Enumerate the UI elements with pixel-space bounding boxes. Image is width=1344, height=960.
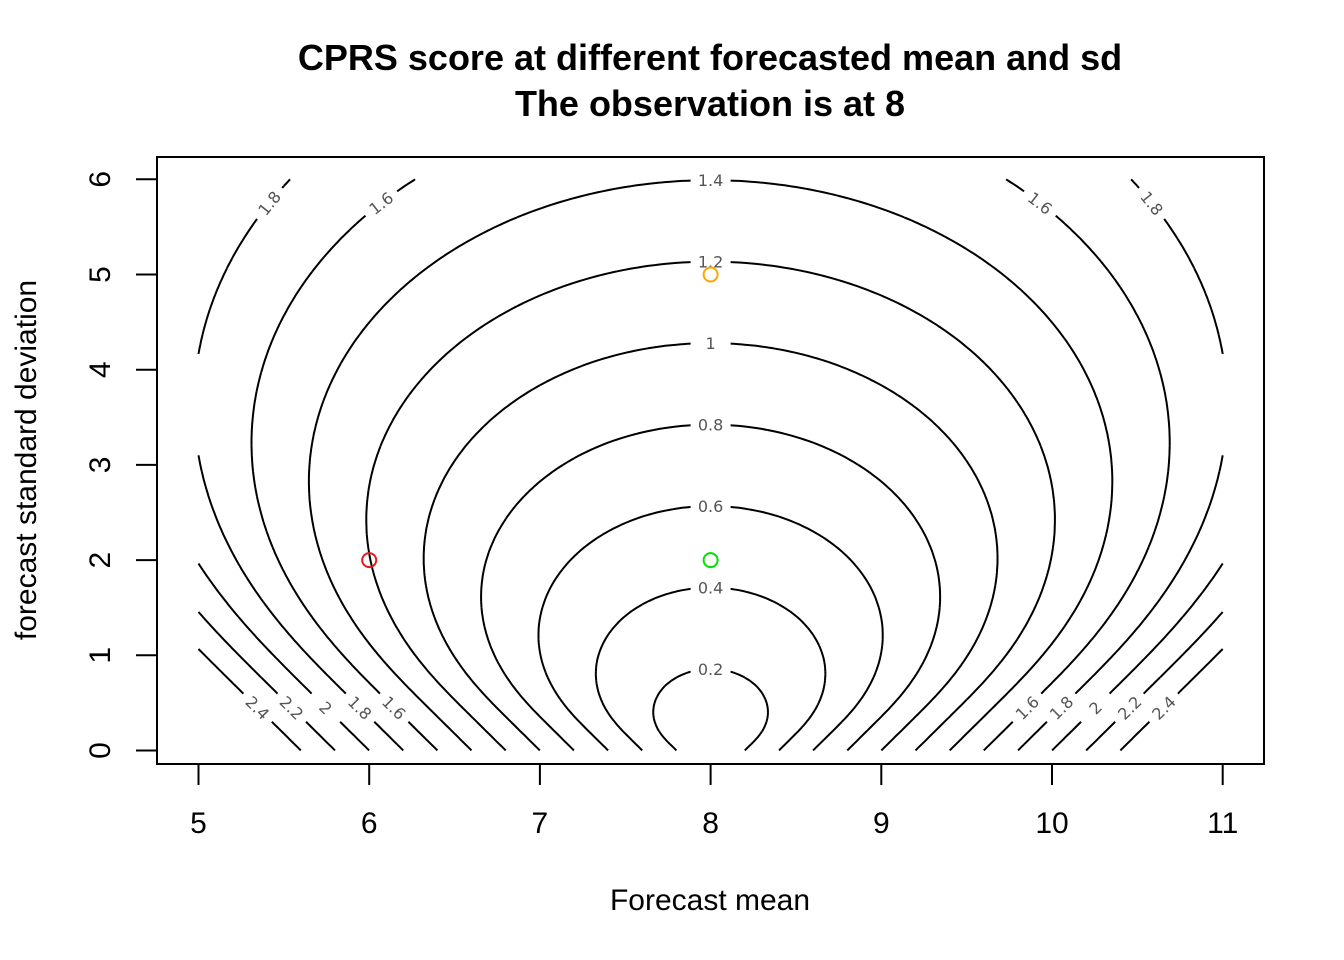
- chart-subtitle: The observation is at 8: [515, 83, 905, 124]
- contour-label-bg: [690, 577, 731, 598]
- contour-label-0-6: 0.6: [698, 497, 723, 516]
- y-tick-label: 4: [84, 361, 117, 378]
- x-axis: 5 6 7 8 9 10 11: [190, 763, 1238, 840]
- contour-label-bg: [372, 686, 416, 729]
- x-tick-label: 11: [1207, 807, 1238, 840]
- contour-label-bg: [690, 496, 731, 517]
- contour-line-1-2: [365, 260, 1056, 752]
- point-marker-2: [702, 552, 719, 569]
- y-tick-label: 0: [84, 742, 117, 759]
- chart-title: CPRS score at different forecasted mean …: [298, 37, 1122, 78]
- point-marker-3: [702, 266, 719, 283]
- x-tick-label: 6: [361, 807, 378, 840]
- contour-line-0-4: [594, 586, 827, 752]
- contour-label-1-4: 1.4: [698, 171, 723, 190]
- contour-label-1: 1: [706, 334, 716, 353]
- contour-labels: 0.20.40.60.811.21.41.6 1.61.6 1.61.8 1.81.8…: [236, 170, 1185, 729]
- contour-label-bg: [359, 182, 403, 224]
- x-tick-label: 10: [1035, 807, 1068, 840]
- x-axis-label: Forecast mean: [610, 884, 810, 917]
- y-tick-label: 6: [84, 171, 117, 188]
- contour-label-bg: [1039, 686, 1083, 729]
- contour-label-bg: [1131, 181, 1173, 225]
- contour-label-0-8: 0.8: [698, 416, 723, 435]
- contour-label-bg: [304, 686, 348, 729]
- y-axis-label: forecast standard deviation: [10, 280, 43, 640]
- x-tick-label: 8: [702, 807, 719, 840]
- contour-line-2-2: [197, 611, 1224, 752]
- contour-label-bg: [1108, 686, 1151, 729]
- highlighted-points: [361, 266, 719, 569]
- contour-label-bg: [1074, 686, 1117, 729]
- contour-label-bg: [690, 414, 731, 435]
- contour-label-bg: [1005, 686, 1049, 729]
- contour-label-bg: [338, 686, 382, 729]
- contour-line-0-6: [537, 505, 884, 752]
- x-tick-label: 9: [873, 807, 890, 840]
- contour-label-bg: [690, 170, 731, 191]
- contour-line-0-2: [652, 668, 769, 752]
- y-tick-label: 3: [84, 457, 117, 474]
- y-axis: 0 1 2 3 4 5 6: [84, 171, 158, 759]
- contour-label-bg: [1018, 182, 1063, 224]
- contour-label-0-2: 0.2: [698, 660, 723, 679]
- contour-label-bg: [690, 659, 731, 680]
- contour-label-bg: [1142, 686, 1185, 729]
- contour-line-1-4: [307, 179, 1114, 752]
- contour-label-bg: [248, 181, 290, 225]
- point-marker-1: [361, 552, 378, 569]
- y-tick-label: 5: [84, 266, 117, 283]
- contour-label-bg: [690, 333, 731, 354]
- contour-line-0-8: [480, 423, 942, 752]
- contour-line-1: [422, 342, 999, 752]
- contour-label-bg: [236, 686, 279, 729]
- contour-label-bg: [270, 686, 313, 729]
- contour-label-bg: [690, 251, 731, 272]
- x-tick-label: 7: [532, 807, 549, 840]
- contour-label-1-2: 1.2: [698, 253, 723, 272]
- y-tick-label: 2: [84, 552, 117, 569]
- x-tick-label: 5: [190, 807, 207, 840]
- contour-label-0-4: 0.4: [698, 579, 723, 598]
- y-tick-label: 1: [84, 647, 117, 664]
